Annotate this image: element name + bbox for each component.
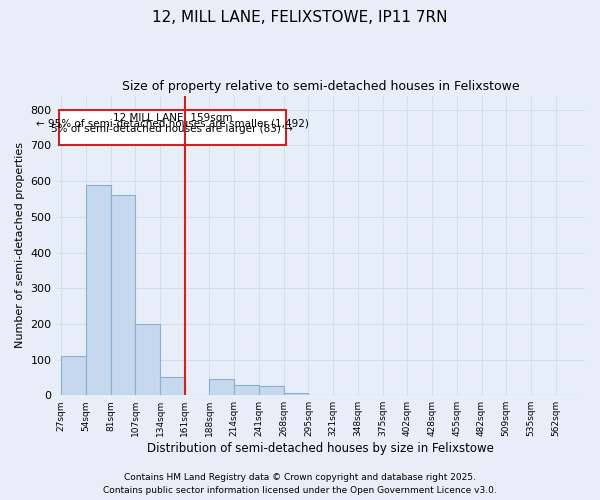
Bar [160, 378, 185, 395]
Bar [234, 384, 259, 395]
Bar [136, 324, 160, 395]
Text: ← 95% of semi-detached houses are smaller (1,492): ← 95% of semi-detached houses are smalle… [36, 118, 309, 128]
Bar [284, 394, 308, 395]
Bar [86, 184, 110, 395]
Title: Size of property relative to semi-detached houses in Felixstowe: Size of property relative to semi-detach… [122, 80, 520, 93]
Text: Contains HM Land Registry data © Crown copyright and database right 2025.
Contai: Contains HM Land Registry data © Crown c… [103, 474, 497, 495]
Bar [61, 356, 86, 395]
Text: 5% of semi-detached houses are larger (83) →: 5% of semi-detached houses are larger (8… [52, 124, 293, 134]
Text: 12 MILL LANE: 159sqm: 12 MILL LANE: 159sqm [113, 114, 232, 124]
Bar [110, 196, 136, 395]
Bar [259, 386, 284, 395]
X-axis label: Distribution of semi-detached houses by size in Felixstowe: Distribution of semi-detached houses by … [148, 442, 494, 455]
Y-axis label: Number of semi-detached properties: Number of semi-detached properties [15, 142, 25, 348]
Bar [209, 379, 234, 395]
Text: 12, MILL LANE, FELIXSTOWE, IP11 7RN: 12, MILL LANE, FELIXSTOWE, IP11 7RN [152, 10, 448, 25]
Bar [59, 110, 286, 146]
